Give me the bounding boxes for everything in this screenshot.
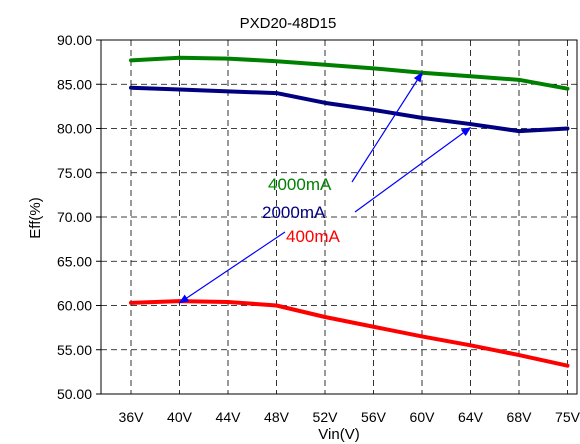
y-tick-label: 80.00 (57, 121, 92, 137)
chart-title: PXD20-48D15 (240, 15, 337, 32)
x-tick-label: 68V (507, 409, 533, 425)
annotation-arrow (178, 231, 286, 304)
series-line-4000mA (129, 55, 570, 91)
y-tick-label: 65.00 (57, 253, 92, 269)
y-tick-label: 60.00 (57, 298, 92, 314)
y-tick-label: 90.00 (57, 32, 92, 48)
x-tick-label: 64V (458, 409, 484, 425)
y-tick-label: 50.00 (57, 386, 92, 402)
series-line-400mA (129, 299, 570, 368)
annotation-arrow (351, 71, 423, 183)
y-tick-label: 55.00 (57, 342, 92, 358)
annotation-label: 4000mA (268, 175, 332, 194)
x-tick-label: 60V (410, 409, 436, 425)
x-tick-label: 52V (313, 409, 339, 425)
x-tick-label: 75V (555, 409, 580, 425)
x-tick-label: 48V (264, 409, 290, 425)
annotation-label: 400mA (286, 227, 341, 246)
x-axis: 36V 40V 44V 48V 52V 56V 60V 64V 68V 75V (119, 409, 580, 425)
annotation-arrow (354, 127, 472, 213)
series-line-2000mA (129, 85, 570, 134)
annotation-label: 2000mA (262, 203, 326, 222)
annotations: 4000mA 2000mA 400mA (178, 71, 472, 304)
x-tick-label: 40V (167, 409, 193, 425)
y-axis-label: Eff(%) (27, 197, 44, 238)
x-axis-label: Vin(V) (318, 426, 359, 443)
x-tick-label: 36V (119, 409, 145, 425)
y-tick-label: 70.00 (57, 209, 92, 225)
y-axis: 50.00 55.00 60.00 65.00 70.00 75.00 80.00 85.00… (57, 32, 101, 402)
x-tick-label: 56V (361, 409, 387, 425)
grid (101, 40, 577, 394)
x-tick-label: 44V (216, 409, 242, 425)
series-group (129, 55, 570, 368)
y-tick-label: 75.00 (57, 165, 92, 181)
y-tick-label: 85.00 (57, 76, 92, 92)
